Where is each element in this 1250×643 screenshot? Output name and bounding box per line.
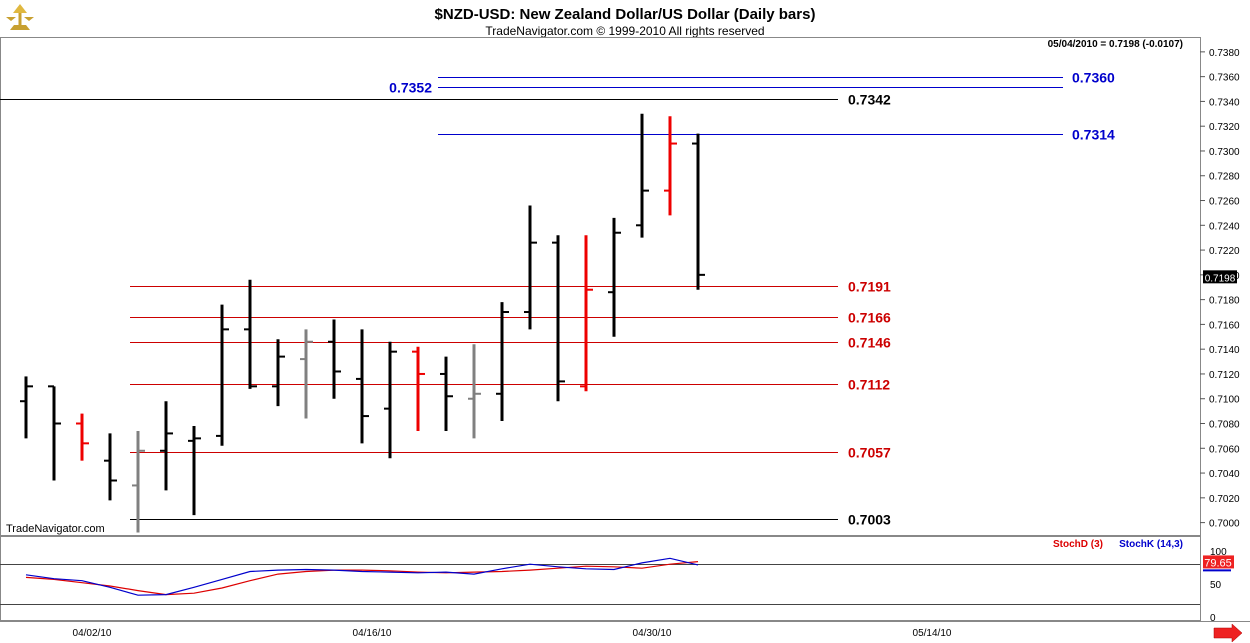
price-tick-label: 0.7340 [1209, 97, 1240, 108]
level-label: 0.7342 [848, 92, 891, 108]
level-label: 0.7057 [848, 445, 891, 461]
price-tick-label: 0.7320 [1209, 122, 1240, 133]
price-tick-label: 0.7180 [1209, 296, 1240, 307]
chart-title: $NZD-USD: New Zealand Dollar/US Dollar (… [435, 6, 816, 23]
price-tick-label: 0.7100 [1209, 395, 1240, 406]
date-label: 04/30/10 [633, 628, 672, 639]
price-tick-label: 0.7240 [1209, 221, 1240, 232]
last-price-label: 0.7198 [1205, 273, 1236, 284]
level-label: 0.7166 [848, 310, 891, 326]
stoch-last-label: 79.65 [1204, 557, 1232, 569]
stoch-d-legend: StochD (3) [1053, 539, 1103, 550]
price-tick-label: 0.7220 [1209, 246, 1240, 257]
last-info: 05/04/2010 = 0.7198 (-0.0107) [1048, 39, 1183, 50]
date-label: 04/02/10 [73, 628, 112, 639]
tradenavigator-logo-icon[interactable] [6, 4, 34, 30]
date-axis: 04/02/10 04/16/10 04/30/10 05/14/10 [73, 628, 952, 639]
price-tick-label: 0.7160 [1209, 320, 1240, 331]
price-tick-label: 0.7040 [1209, 469, 1240, 480]
level-label: 0.7112 [848, 377, 890, 393]
level-label: 0.7191 [848, 279, 891, 295]
level-label: 0.7003 [848, 512, 891, 528]
level-label: 0.7352 [389, 80, 432, 96]
stoch-last-box [1203, 555, 1234, 569]
stoch-d-line [25, 561, 699, 596]
price-tick-label: 0.7060 [1209, 444, 1240, 455]
stoch-tick-label: 100 [1210, 547, 1227, 558]
indicator-panel [0, 536, 1201, 621]
price-axis: 0.7000 0.7020 0.7040 0.7060 0.7080 0.7100 0.71… [1200, 48, 1240, 530]
horizontal-levels: 0.7360 0.7352 0.7342 0.7314 0.7191 0.7166 0.71… [0, 70, 1115, 528]
scroll-right-arrow-icon[interactable] [1213, 623, 1243, 643]
price-tick-label: 0.7360 [1209, 73, 1240, 84]
stochastic-panel: 100 50 0 79.65 [0, 547, 1234, 624]
price-tick-label: 0.7120 [1209, 370, 1240, 381]
stoch-tick-label: 50 [1210, 580, 1222, 591]
price-tick-label: 0.7000 [1209, 519, 1240, 530]
price-tick-label: 0.7260 [1209, 197, 1240, 208]
date-label: 05/14/10 [913, 628, 952, 639]
date-label: 04/16/10 [353, 628, 392, 639]
chart-subtitle: TradeNavigator.com © 1999-2010 All right… [485, 24, 764, 38]
level-label: 0.7146 [848, 335, 891, 351]
price-tick-label: 0.7140 [1209, 345, 1240, 356]
stoch-k-line [25, 557, 699, 596]
stoch-k-legend: StochK (14,3) [1119, 539, 1183, 550]
price-tick-label: 0.7300 [1209, 147, 1240, 158]
level-label: 0.7314 [1072, 127, 1115, 143]
last-price-marker: 0.7198 [1203, 270, 1237, 284]
price-tick-label: 0.7080 [1209, 420, 1240, 431]
price-tick-label: 0.7020 [1209, 494, 1240, 505]
price-tick-label: 0.7380 [1209, 48, 1240, 59]
stoch-tick-label: 0 [1210, 613, 1216, 624]
price-tick-label: 0.7280 [1209, 172, 1240, 183]
watermark: TradeNavigator.com [6, 523, 105, 535]
level-label: 0.7360 [1072, 70, 1115, 86]
price-bars [20, 113, 705, 533]
